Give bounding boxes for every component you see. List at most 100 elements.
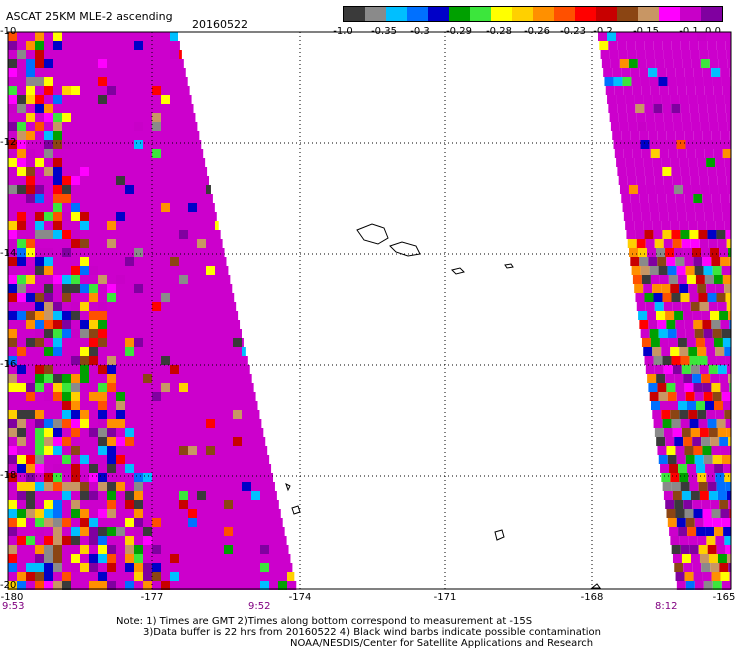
swath-cell-left bbox=[233, 437, 242, 446]
swath-cell-left bbox=[116, 284, 125, 293]
swath-cell-right bbox=[703, 455, 713, 464]
swath-cell-left bbox=[8, 329, 17, 338]
swath-cell-left bbox=[62, 266, 71, 275]
swath-cell-left bbox=[134, 374, 143, 383]
swath-cell-right bbox=[695, 149, 705, 158]
swath-cell-right bbox=[724, 32, 731, 41]
swath-cell-left bbox=[53, 68, 62, 77]
swath-cell-right bbox=[663, 491, 673, 500]
swath-cell-right bbox=[646, 59, 656, 68]
swath-cell-left bbox=[53, 293, 62, 302]
swath-cell-left bbox=[206, 347, 215, 356]
swath-cell-right bbox=[659, 86, 669, 95]
swath-cell-left bbox=[143, 401, 152, 410]
swath-cell-left bbox=[242, 464, 251, 473]
swath-cell-left bbox=[107, 50, 116, 59]
swath-cell-left bbox=[188, 158, 197, 167]
swath-cell-right bbox=[703, 266, 713, 275]
swath-cell-right bbox=[636, 50, 646, 59]
swath-cell-right bbox=[701, 563, 711, 572]
swath-cell-left bbox=[35, 446, 44, 455]
swath-cell-left bbox=[161, 113, 170, 122]
swath-cell-left bbox=[161, 338, 170, 347]
lon-label: -171 bbox=[433, 592, 457, 603]
swath-cell-left bbox=[98, 509, 107, 518]
swath-cell-left bbox=[143, 77, 152, 86]
swath-cell-right bbox=[635, 167, 645, 176]
swath-cell-left bbox=[80, 338, 89, 347]
swath-cell-left bbox=[197, 167, 206, 176]
swath-cell-left bbox=[161, 329, 170, 338]
swath-cell-left bbox=[53, 275, 62, 284]
island-outline bbox=[451, 267, 465, 275]
swath-cell-left bbox=[98, 257, 107, 266]
swath-cell-left bbox=[224, 446, 233, 455]
swath-cell-left bbox=[251, 500, 260, 509]
swath-cell-left bbox=[197, 149, 204, 158]
swath-cell-left bbox=[134, 329, 143, 338]
swath-cell-left bbox=[107, 536, 116, 545]
swath-cell-left bbox=[89, 383, 98, 392]
swath-cell-left bbox=[152, 338, 161, 347]
swath-cell-right bbox=[650, 149, 660, 158]
swath-cell-left bbox=[197, 545, 206, 554]
swath-cell-left bbox=[44, 500, 53, 509]
colorbar-segment bbox=[617, 7, 638, 21]
swath-cell-right bbox=[655, 59, 665, 68]
swath-cell-right bbox=[681, 428, 691, 437]
swath-cell-left bbox=[197, 383, 206, 392]
swath-cell-right bbox=[678, 464, 688, 473]
swath-cell-right bbox=[668, 212, 678, 221]
swath-cell-left bbox=[80, 365, 89, 374]
swath-cell-left bbox=[98, 113, 107, 122]
swath-cell-left bbox=[98, 410, 107, 419]
swath-cell-left bbox=[206, 329, 215, 338]
swath-cell-left bbox=[188, 455, 197, 464]
swath-cell-right bbox=[641, 275, 651, 284]
swath-cell-right bbox=[680, 419, 690, 428]
swath-cell-right bbox=[682, 185, 692, 194]
swath-cell-left bbox=[44, 563, 53, 572]
swath-cell-left bbox=[134, 185, 143, 194]
swath-cell-left bbox=[188, 491, 197, 500]
swath-cell-right bbox=[711, 446, 721, 455]
swath-cell-left bbox=[125, 401, 134, 410]
swath-cell-left bbox=[44, 140, 53, 149]
swath-cell-right bbox=[671, 230, 681, 239]
swath-cell-left bbox=[62, 338, 71, 347]
colorbar-segment bbox=[386, 7, 407, 21]
swath-cell-left bbox=[143, 437, 152, 446]
swath-cell-left bbox=[116, 500, 125, 509]
swath-cell-left bbox=[161, 176, 170, 185]
swath-cell-right bbox=[640, 203, 650, 212]
swath-cell-right bbox=[725, 482, 731, 491]
swath-cell-left bbox=[26, 113, 35, 122]
swath-cell-right bbox=[679, 347, 689, 356]
swath-cell-left bbox=[143, 113, 152, 122]
swath-cell-left bbox=[197, 239, 206, 248]
swath-cell-left bbox=[35, 356, 44, 365]
swath-cell-left bbox=[89, 104, 98, 113]
swath-cell-right bbox=[670, 536, 680, 545]
swath-cell-right bbox=[690, 50, 700, 59]
swath-cell-right bbox=[666, 383, 676, 392]
swath-cell-left bbox=[89, 50, 98, 59]
swath-cell-left bbox=[8, 104, 17, 113]
swath-cell-left bbox=[26, 383, 35, 392]
swath-cell-right bbox=[663, 428, 673, 437]
swath-cell-left bbox=[26, 140, 35, 149]
swath-cell-left bbox=[98, 356, 107, 365]
swath-cell-left bbox=[170, 509, 179, 518]
swath-cell-right bbox=[689, 419, 699, 428]
swath-cell-left bbox=[107, 140, 116, 149]
swath-cell-left bbox=[62, 275, 71, 284]
swath-cell-right bbox=[660, 464, 670, 473]
colorbar-segment bbox=[344, 7, 365, 21]
swath-cell-left bbox=[161, 464, 170, 473]
swath-cell-left bbox=[179, 230, 188, 239]
swath-cell-right bbox=[658, 392, 668, 401]
swath-cell-left bbox=[62, 212, 71, 221]
swath-cell-right bbox=[707, 293, 717, 302]
swath-cell-right bbox=[697, 347, 707, 356]
swath-cell-left bbox=[161, 563, 170, 572]
